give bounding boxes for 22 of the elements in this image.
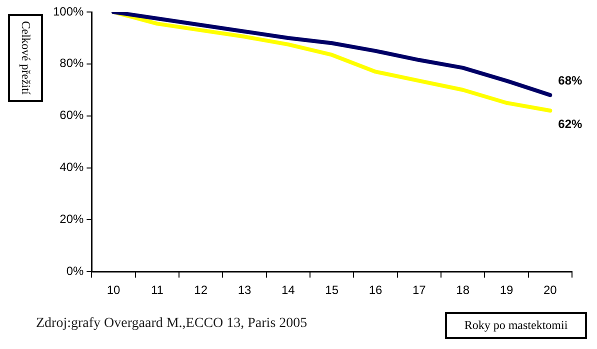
y-tick-label: 60% (60, 108, 84, 122)
y-axis-title: Celkové přežití (18, 21, 33, 95)
data-label: 62% (558, 116, 583, 131)
y-tick-label: 40% (60, 160, 84, 174)
y-tick-label: 0% (66, 264, 84, 278)
x-tick-label: 13 (238, 283, 252, 298)
data-label: 68% (558, 73, 583, 88)
text: Zdroj:grafy Overgaard M.,ECCO 13, Paris 2005 (36, 316, 308, 332)
x-tick-label: 12 (194, 283, 208, 298)
y-tick-label: 20% (60, 212, 84, 226)
x-tick-label: 19 (500, 283, 514, 298)
x-tick-label: 11 (150, 283, 164, 298)
x-axis-title: Roky po mastektomii (445, 312, 587, 339)
x-tick-label: 14 (282, 283, 296, 298)
x-tick-label: 20 (543, 283, 558, 298)
y-tick-label: 100% (52, 4, 84, 18)
x-tick-label: 16 (368, 283, 383, 298)
x-tick-label: 10 (106, 283, 121, 298)
x-tick-label: 18 (456, 283, 470, 298)
x-tick-label: 15 (325, 283, 339, 298)
y-tick-label: 80% (60, 56, 84, 70)
x-tick-label: 17 (412, 283, 426, 298)
